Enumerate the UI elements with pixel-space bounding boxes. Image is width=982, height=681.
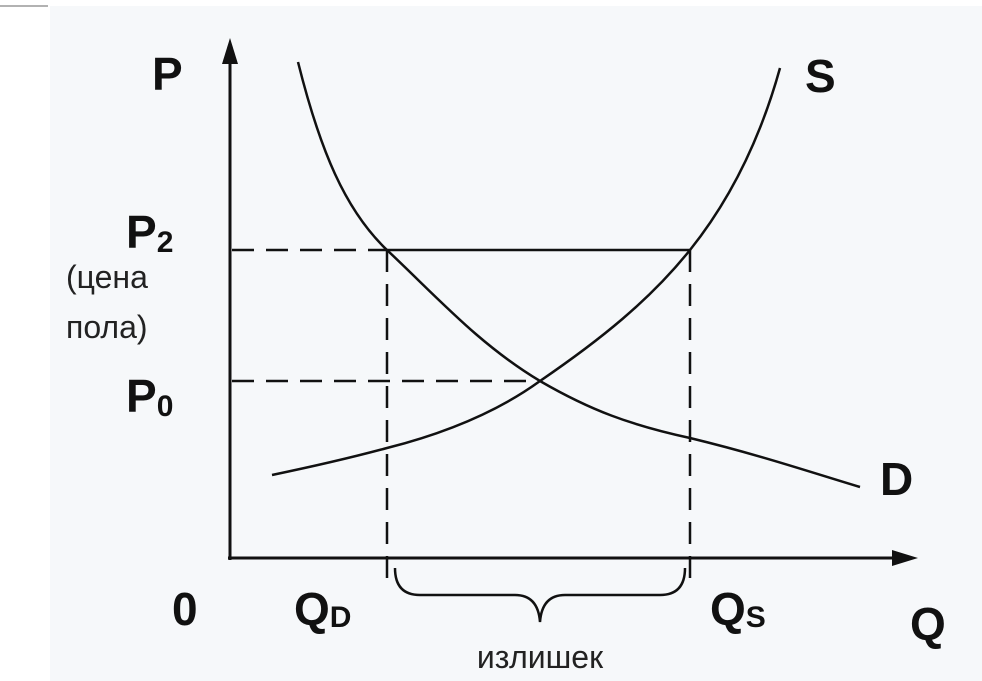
label-sub: 2 [157,226,174,259]
floor-note: (цена [66,259,148,295]
x-axis-label: Q [910,598,946,650]
label-main: Q [294,583,330,635]
equilibrium-price-label: P0 [126,370,173,423]
qd-label: QD [294,583,351,635]
label-sub: 0 [157,390,174,423]
surplus-brace [393,567,687,623]
demand-label: D [880,453,913,505]
x-arrow [892,550,918,566]
label-sub: D [330,601,352,634]
y-axis-label: P [152,48,183,100]
label-sub: S [746,601,766,634]
label-main: P [126,206,157,258]
supply-label: S [805,50,836,102]
label-main: P [126,370,157,422]
y-arrow [222,38,238,64]
background [50,6,982,681]
qs-label: QS [710,583,766,635]
origin-label: 0 [172,583,198,635]
floor-price-label: P2 [126,206,173,259]
surplus-label: излишек [477,639,604,675]
floor-note: пола) [66,309,148,345]
demand-curve [296,61,861,489]
supply-curve [271,67,782,477]
label-main: Q [710,583,746,635]
